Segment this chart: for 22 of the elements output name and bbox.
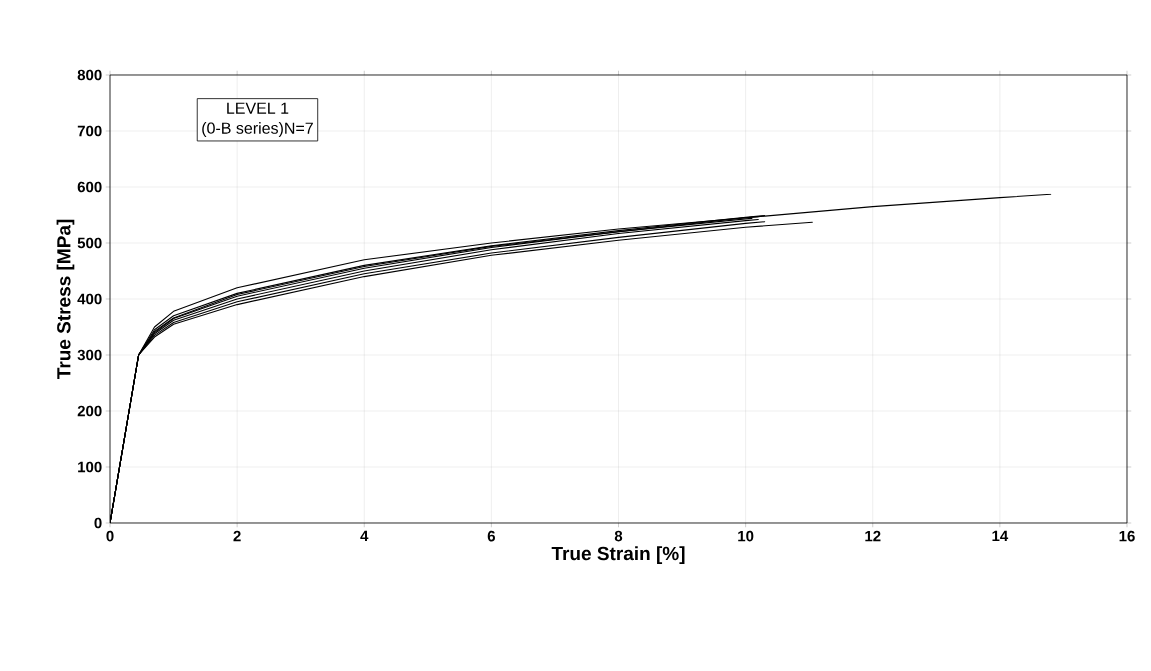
y-tick-label: 500 (77, 237, 102, 249)
x-axis-title: True Strain [%] (551, 546, 685, 564)
x-tick-label: 10 (738, 530, 754, 542)
x-tick-label: 0 (106, 530, 114, 542)
y-tick-label: 200 (77, 405, 102, 417)
x-tick-label: 12 (865, 530, 881, 542)
x-tick-label: 16 (1119, 530, 1135, 542)
y-tick-label: 800 (77, 69, 102, 81)
y-tick-label: 700 (77, 125, 102, 137)
y-tick-label: 100 (78, 461, 102, 473)
annotation: LEVEL 1 (227, 102, 289, 114)
annotation: (0-B series)N=7 (202, 122, 313, 137)
y-tick-label: 300 (77, 349, 102, 361)
x-tick-label: 8 (614, 530, 623, 542)
y-tick-label: 0 (94, 517, 102, 529)
x-tick-label: 4 (360, 530, 369, 542)
x-tick-label: 2 (233, 530, 241, 542)
x-tick-label: 14 (992, 530, 1009, 542)
y-tick-label: 400 (77, 293, 102, 305)
x-tick-label: 6 (487, 530, 495, 542)
y-tick-label: 600 (77, 181, 102, 193)
y-axis-title: True Stress [MPa] (56, 219, 75, 380)
